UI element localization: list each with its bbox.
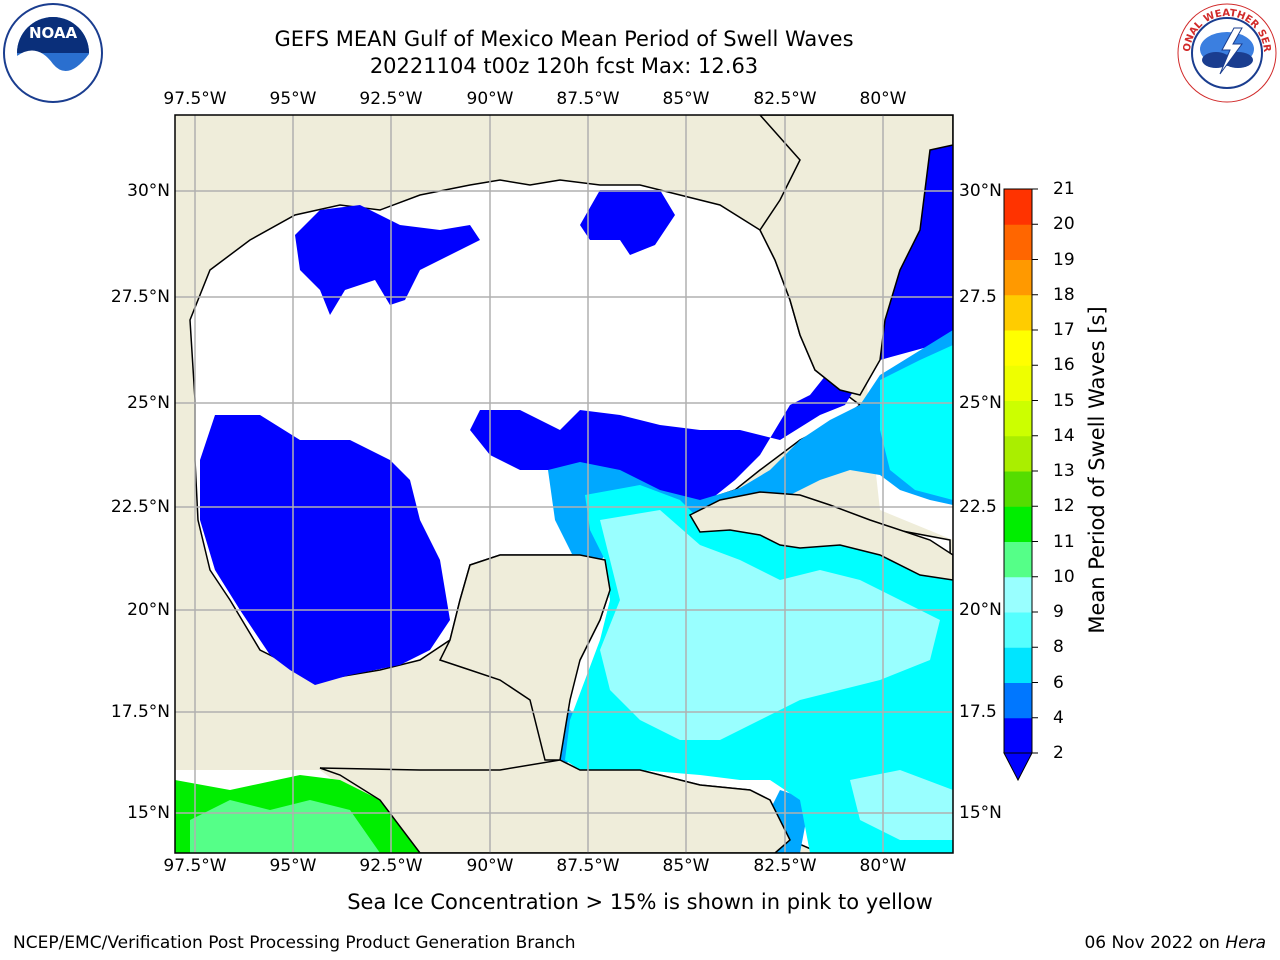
lon-tick-bottom: 82.5°W xyxy=(753,856,817,876)
lon-tick-bottom: 87.5°W xyxy=(556,856,620,876)
chart-subtitle: 20221104 t00z 120h fcst Max: 12.63 xyxy=(369,54,759,78)
florida-coastline xyxy=(758,115,953,396)
cuba-coastline xyxy=(688,491,953,581)
colorbar-tick-label: 16 xyxy=(1053,355,1075,376)
lon-tick-top: 82.5°W xyxy=(753,89,817,109)
map-border xyxy=(174,114,954,854)
lat-tick-right: 25°N xyxy=(959,393,1002,413)
colorbar-segment xyxy=(1004,330,1032,366)
lon-tick-bottom: 95°W xyxy=(269,856,317,876)
noaa-logo: NOAA xyxy=(3,3,103,103)
colorbar-label: Mean Period of Swell Waves [s] xyxy=(1085,306,1109,634)
colorbar-tick-label: 14 xyxy=(1053,425,1075,446)
colorbar-segment xyxy=(1004,435,1032,472)
colorbar-tick-label: 19 xyxy=(1053,249,1075,270)
lat-tick-left: 20°N xyxy=(127,600,170,620)
lon-tick-top: 95°W xyxy=(269,89,317,109)
footer-credit: NCEP/EMC/Verification Post Processing Pr… xyxy=(13,933,576,953)
colorbar-tick-label: 8 xyxy=(1053,637,1064,658)
lon-tick-bottom: 80°W xyxy=(859,856,907,876)
colorbar-tick-label: 2 xyxy=(1053,743,1064,763)
colorbar-segment xyxy=(1004,541,1032,578)
colorbar-segment xyxy=(1004,612,1032,648)
colorbar-segment xyxy=(1004,365,1032,401)
swell-2-4s-west xyxy=(200,415,450,685)
lon-tick-top: 85°W xyxy=(662,89,710,109)
lon-tick-top: 87.5°W xyxy=(556,89,620,109)
colorbar-tick-label: 4 xyxy=(1053,707,1064,728)
colorbar-tick-label: 11 xyxy=(1053,531,1075,552)
swell-8-9s-south xyxy=(850,770,953,840)
footer-date-text: 06 Nov 2022 on xyxy=(1084,933,1226,953)
swell-2-4s-ne xyxy=(580,190,675,255)
colorbar-tick-label: 6 xyxy=(1053,672,1064,693)
colorbar-segment xyxy=(1004,259,1032,296)
lat-tick-right: 17.5 xyxy=(959,702,997,722)
swell-2-4s-central xyxy=(470,145,953,505)
colorbar-segment xyxy=(1004,576,1032,613)
lat-tick-right: 20°N xyxy=(959,600,1002,620)
central-america-coastline xyxy=(319,759,791,853)
colorbar-segment xyxy=(1004,400,1032,437)
lon-tick-bottom: 85°W xyxy=(662,856,710,876)
lat-tick-left: 30°N xyxy=(127,181,170,201)
sea-ice-note: Sea Ice Concentration > 15% is shown in … xyxy=(347,890,933,914)
colorbar-tick-label: 18 xyxy=(1053,284,1075,305)
colorbar-tick-label: 9 xyxy=(1053,602,1064,622)
lat-tick-right: 15°N xyxy=(959,803,1002,823)
lat-tick-left: 15°N xyxy=(127,803,170,823)
colorbar-segment xyxy=(1004,471,1032,507)
footer-host: Hera xyxy=(1225,933,1266,953)
colorbar xyxy=(1003,188,1038,782)
lon-tick-bottom: 97.5°W xyxy=(163,856,227,876)
lon-tick-top: 80°W xyxy=(859,89,907,109)
colorbar-segment xyxy=(1004,189,1032,225)
colorbar-segment xyxy=(1004,647,1032,683)
colorbar-tick-label: 10 xyxy=(1053,566,1075,587)
colorbar-segment xyxy=(1004,506,1032,542)
colorbar-segment xyxy=(1004,294,1032,331)
colorbar-segment xyxy=(1004,224,1032,260)
footer-date: 06 Nov 2022 on Hera xyxy=(1084,933,1266,953)
lat-tick-right: 22.5 xyxy=(959,497,997,517)
lat-tick-left: 17.5°N xyxy=(110,702,170,722)
nws-logo: NATIONAL WEATHER SERVICE xyxy=(1176,2,1277,103)
lat-tick-right: 27.5 xyxy=(959,287,997,307)
swell-8-9s xyxy=(600,510,940,740)
lon-tick-top: 92.5°W xyxy=(359,89,423,109)
noaa-center-text: NOAA xyxy=(29,24,78,42)
colorbar-segment xyxy=(1004,717,1032,754)
lon-tick-bottom: 90°W xyxy=(466,856,514,876)
swell-2-4s-north xyxy=(295,205,480,315)
colorbar-tick-label: 17 xyxy=(1053,320,1075,340)
lon-tick-bottom: 92.5°W xyxy=(359,856,423,876)
lat-tick-left: 22.5°N xyxy=(110,497,170,517)
lat-tick-left: 27.5°N xyxy=(110,287,170,307)
colorbar-tick-label: 15 xyxy=(1053,390,1075,411)
lat-tick-left: 25°N xyxy=(127,393,170,413)
colorbar-extend-arrow xyxy=(1003,752,1033,782)
colorbar-tick-label: 13 xyxy=(1053,461,1075,481)
lon-tick-top: 90°W xyxy=(466,89,514,109)
lat-tick-right: 30°N xyxy=(959,181,1002,201)
yucatan-coastline xyxy=(438,554,611,761)
graticule xyxy=(175,115,953,853)
colorbar-segment xyxy=(1004,682,1032,719)
colorbar-tick-label: 21 xyxy=(1053,179,1075,199)
colorbar-tick-label: 20 xyxy=(1053,214,1075,235)
swell-6-8s-east xyxy=(880,345,953,500)
colorbar-tick-label: 12 xyxy=(1053,496,1075,517)
chart-title: GEFS MEAN Gulf of Mexico Mean Period of … xyxy=(274,27,854,51)
lon-tick-top: 97.5°W xyxy=(163,89,227,109)
